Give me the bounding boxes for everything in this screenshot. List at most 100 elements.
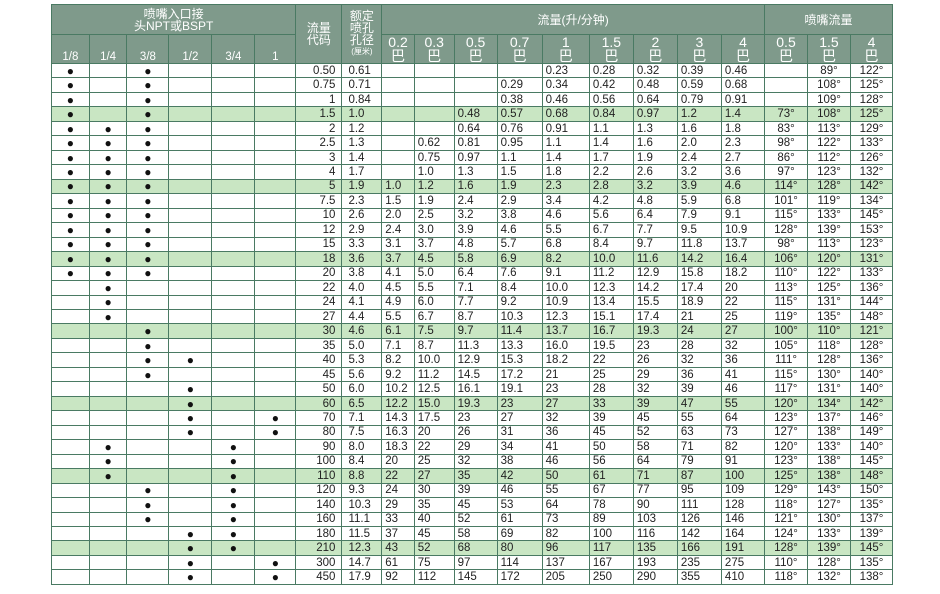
empty-cell <box>211 236 256 253</box>
spray-angle-cell: 83° <box>764 120 808 137</box>
flow-code-cell: 20 <box>295 265 343 282</box>
flow-value-cell: 16.4 <box>720 251 766 267</box>
flow-value-cell: 9.7 <box>453 323 498 339</box>
available-dot-icon: ● <box>168 395 213 412</box>
table-row: ● ● 300 14.7 61 75 97 114 137 167 193 235 275 110° 128… <box>51 554 894 571</box>
available-dot-icon: ● <box>126 222 170 238</box>
orifice-cell: 8.8 <box>341 468 383 484</box>
flow-value-cell: 0.76 <box>496 120 543 137</box>
flow-value-cell: 55 <box>720 395 766 412</box>
empty-cell <box>211 280 256 296</box>
spray-angle-cell: 114° <box>764 178 808 195</box>
spray-angle-cell: 144° <box>849 294 894 310</box>
empty-cell <box>168 135 213 151</box>
table-row: ● ● ● 12 2.9 2.4 3.0 3.9 4.6 5.5 6.7 7.7 9.5 10.9 128°… <box>51 222 894 238</box>
empty-cell <box>211 323 256 339</box>
flow-value-cell: 109 <box>720 482 766 499</box>
empty-cell <box>51 381 90 397</box>
flow-value-cell: 1.6 <box>676 120 722 137</box>
flow-value-cell: 34 <box>496 439 543 455</box>
empty-cell <box>211 120 256 137</box>
available-dot-icon: ● <box>88 207 128 224</box>
flow-value-cell: 1.0 <box>413 164 455 180</box>
orifice-cell: 6.0 <box>341 381 383 397</box>
spray-angle-cell: 148° <box>849 468 894 484</box>
spray-angle-cell: 113° <box>807 120 851 137</box>
flow-value-cell: 6.0 <box>413 294 455 310</box>
empty-cell <box>211 164 256 180</box>
flow-code-cell: 30 <box>295 323 343 339</box>
spray-angle-cell <box>764 91 808 108</box>
flow-value-cell: 3.7 <box>381 251 415 267</box>
table-row: ● 24 4.1 4.9 6.0 7.7 9.2 10.9 13.4 15.5 18.9 22 115°… <box>51 294 894 310</box>
flow-value-cell: 18.2 <box>720 265 766 282</box>
empty-cell <box>168 511 213 528</box>
empty-cell <box>254 207 297 224</box>
spray-angle-cell: 136° <box>849 352 894 368</box>
empty-cell <box>254 236 297 253</box>
flow-value-cell: 6.7 <box>413 308 455 325</box>
empty-cell <box>51 439 90 455</box>
empty-cell <box>254 482 297 499</box>
orifice-cell: 2.9 <box>341 222 383 238</box>
spray-angle-cell: 128° <box>764 540 808 556</box>
available-dot-icon: ● <box>51 236 90 253</box>
flow-code-cell: 27 <box>295 308 343 325</box>
spray-angle-cell: 89° <box>807 62 851 79</box>
flow-value-cell: 27 <box>720 323 766 339</box>
spray-angle-cell: 133° <box>807 525 851 542</box>
flow-value-cell: 18.2 <box>541 352 590 368</box>
empty-cell <box>168 337 213 354</box>
spray-angle-cell: 110° <box>764 554 808 571</box>
spray-angle-cell: 140° <box>849 366 894 383</box>
flow-value-cell: 1.1 <box>588 120 634 137</box>
empty-cell <box>88 410 128 426</box>
empty-cell <box>168 497 213 513</box>
available-dot-icon: ● <box>168 525 213 542</box>
inlet-size-header: 1/8 <box>51 34 90 64</box>
flow-value-cell: 73 <box>541 511 590 528</box>
empty-cell <box>51 525 90 542</box>
orifice-cell: 9.3 <box>341 482 383 499</box>
flow-value-cell: 4.6 <box>496 222 543 238</box>
flow-value-cell: 21 <box>541 366 590 383</box>
spray-angle-cell: 101° <box>764 193 808 209</box>
flow-value-cell: 16.0 <box>541 337 590 354</box>
flow-value-cell: 3.0 <box>413 222 455 238</box>
available-dot-icon: ● <box>126 149 170 166</box>
available-dot-icon: ● <box>88 439 128 455</box>
orifice-cell: 2.6 <box>341 207 383 224</box>
flow-code-cell: 40 <box>295 352 343 368</box>
flow-value-cell: 1.2 <box>413 178 455 195</box>
empty-cell <box>254 222 297 238</box>
flow-value-cell: 11.4 <box>496 323 543 339</box>
flow-value-cell: 41 <box>541 439 590 455</box>
spray-angle-cell: 136° <box>849 280 894 296</box>
angle-pressure-header: 0.5 巴 <box>764 34 808 64</box>
flow-code-cell: 300 <box>295 554 343 571</box>
inlet-size-header: 1 <box>254 34 297 64</box>
available-dot-icon: ● <box>126 62 170 79</box>
flow-value-cell: 5.9 <box>676 193 722 209</box>
spray-angle-cell: 128° <box>849 91 894 108</box>
flow-value-cell: 29 <box>453 439 498 455</box>
available-dot-icon: ● <box>51 149 90 166</box>
available-dot-icon: ● <box>126 135 170 151</box>
flow-pressure-header: 0.2 巴 <box>381 34 415 64</box>
flow-value-cell: 41 <box>720 366 766 383</box>
flow-value-cell: 21 <box>676 308 722 325</box>
empty-cell <box>168 164 213 180</box>
available-dot-icon: ● <box>126 352 170 368</box>
spray-angle-cell: 118° <box>764 497 808 513</box>
flow-value-cell: 52 <box>632 424 678 441</box>
flow-value-cell: 3.2 <box>632 178 678 195</box>
empty-cell <box>211 294 256 310</box>
spray-angle-cell: 142° <box>849 395 894 412</box>
flow-value-cell: 1.3 <box>453 164 498 180</box>
flow-value-cell: 87 <box>676 468 722 484</box>
flow-pressure-header: 1.5 巴 <box>588 34 634 64</box>
flow-value-cell: 45 <box>453 497 498 513</box>
flow-value-cell: 1.4 <box>720 106 766 122</box>
available-dot-icon: ● <box>211 439 256 455</box>
flow-value-cell: 17.5 <box>413 410 455 426</box>
